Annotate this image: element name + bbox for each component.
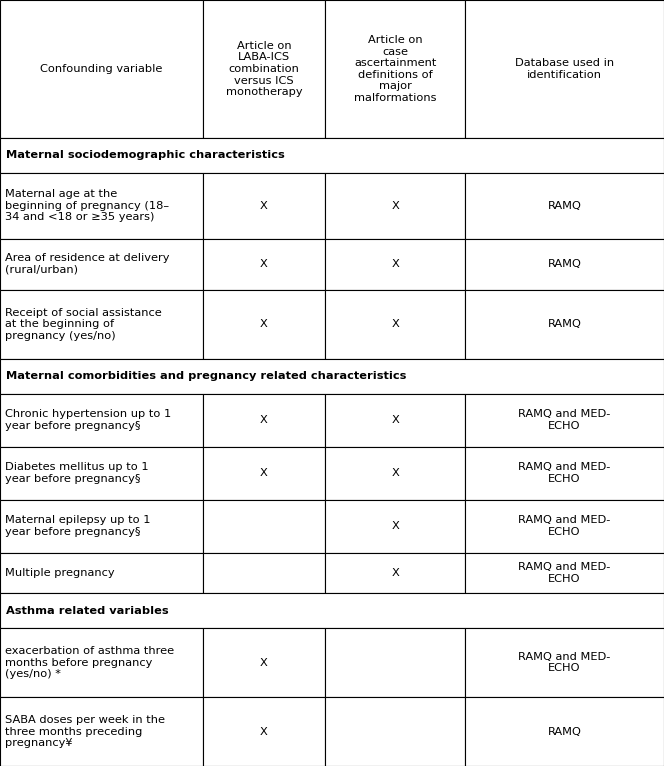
Bar xyxy=(325,628,465,697)
Text: Area of residence at delivery
(rural/urban): Area of residence at delivery (rural/urb… xyxy=(5,254,169,275)
Text: Multiple pregnancy: Multiple pregnancy xyxy=(5,568,115,578)
Bar xyxy=(325,447,465,499)
Text: Diabetes mellitus up to 1
year before pregnancy§: Diabetes mellitus up to 1 year before pr… xyxy=(5,463,149,484)
Bar xyxy=(325,239,465,290)
Text: Article on
LABA-ICS
combination
versus ICS
monotherapy: Article on LABA-ICS combination versus I… xyxy=(226,41,302,97)
Bar xyxy=(325,499,465,553)
Text: X: X xyxy=(260,415,268,425)
Text: RAMQ: RAMQ xyxy=(547,319,582,329)
Text: X: X xyxy=(391,259,399,269)
Bar xyxy=(0,239,203,290)
Bar xyxy=(203,628,325,697)
Bar xyxy=(465,628,664,697)
Text: Article on
case
ascertainment
definitions of
major
malformations: Article on case ascertainment definition… xyxy=(354,35,436,103)
Text: Maternal comorbidities and pregnancy related characteristics: Maternal comorbidities and pregnancy rel… xyxy=(6,371,406,381)
Text: X: X xyxy=(260,657,268,667)
Bar xyxy=(325,553,465,593)
Text: X: X xyxy=(391,201,399,211)
Text: X: X xyxy=(260,726,268,737)
Bar xyxy=(465,0,664,138)
Text: Database used in
identification: Database used in identification xyxy=(515,58,614,80)
Text: RAMQ: RAMQ xyxy=(547,726,582,737)
Text: RAMQ and MED-
ECHO: RAMQ and MED- ECHO xyxy=(518,409,611,431)
Text: Maternal sociodemographic characteristics: Maternal sociodemographic characteristic… xyxy=(6,150,285,160)
Text: Maternal age at the
beginning of pregnancy (18–
34 and <18 or ≥35 years): Maternal age at the beginning of pregnan… xyxy=(5,189,169,222)
Bar xyxy=(203,447,325,499)
Bar xyxy=(465,173,664,239)
Bar xyxy=(465,553,664,593)
Bar xyxy=(203,697,325,766)
Bar xyxy=(203,239,325,290)
Text: X: X xyxy=(260,468,268,478)
Bar xyxy=(465,290,664,358)
Bar xyxy=(465,499,664,553)
Text: X: X xyxy=(391,415,399,425)
Text: RAMQ and MED-
ECHO: RAMQ and MED- ECHO xyxy=(518,516,611,537)
Bar xyxy=(325,0,465,138)
Bar xyxy=(325,697,465,766)
Text: X: X xyxy=(391,468,399,478)
Bar xyxy=(0,0,203,138)
Bar xyxy=(203,290,325,358)
Text: X: X xyxy=(260,319,268,329)
Bar xyxy=(465,697,664,766)
Text: Receipt of social assistance
at the beginning of
pregnancy (yes/no): Receipt of social assistance at the begi… xyxy=(5,307,162,341)
Text: X: X xyxy=(260,201,268,211)
Text: X: X xyxy=(391,568,399,578)
Bar xyxy=(325,173,465,239)
Bar xyxy=(0,697,203,766)
Bar xyxy=(0,394,203,447)
Bar xyxy=(0,447,203,499)
Bar xyxy=(203,553,325,593)
Bar xyxy=(0,290,203,358)
Text: exacerbation of asthma three
months before pregnancy
(yes/no) *: exacerbation of asthma three months befo… xyxy=(5,646,174,679)
Bar xyxy=(0,553,203,593)
Text: RAMQ: RAMQ xyxy=(547,201,582,211)
Bar xyxy=(325,394,465,447)
Bar xyxy=(203,0,325,138)
Text: Confounding variable: Confounding variable xyxy=(40,64,163,74)
Text: RAMQ and MED-
ECHO: RAMQ and MED- ECHO xyxy=(518,463,611,484)
Text: Asthma related variables: Asthma related variables xyxy=(6,606,169,616)
Text: RAMQ: RAMQ xyxy=(547,259,582,269)
Bar xyxy=(203,394,325,447)
Text: X: X xyxy=(391,521,399,532)
Text: RAMQ and MED-
ECHO: RAMQ and MED- ECHO xyxy=(518,562,611,584)
Bar xyxy=(203,499,325,553)
Bar xyxy=(203,173,325,239)
Bar xyxy=(465,394,664,447)
Bar xyxy=(0,173,203,239)
Text: RAMQ and MED-
ECHO: RAMQ and MED- ECHO xyxy=(518,652,611,673)
Text: SABA doses per week in the
three months preceding
pregnancy¥: SABA doses per week in the three months … xyxy=(5,715,165,748)
Text: Maternal epilepsy up to 1
year before pregnancy§: Maternal epilepsy up to 1 year before pr… xyxy=(5,516,151,537)
Text: X: X xyxy=(260,259,268,269)
Bar xyxy=(0,628,203,697)
Text: X: X xyxy=(391,319,399,329)
Bar xyxy=(0,499,203,553)
Bar xyxy=(465,447,664,499)
Bar xyxy=(0,593,664,628)
Bar xyxy=(465,239,664,290)
Bar xyxy=(0,358,664,394)
Bar xyxy=(0,138,664,173)
Bar xyxy=(325,290,465,358)
Text: Chronic hypertension up to 1
year before pregnancy§: Chronic hypertension up to 1 year before… xyxy=(5,409,171,431)
